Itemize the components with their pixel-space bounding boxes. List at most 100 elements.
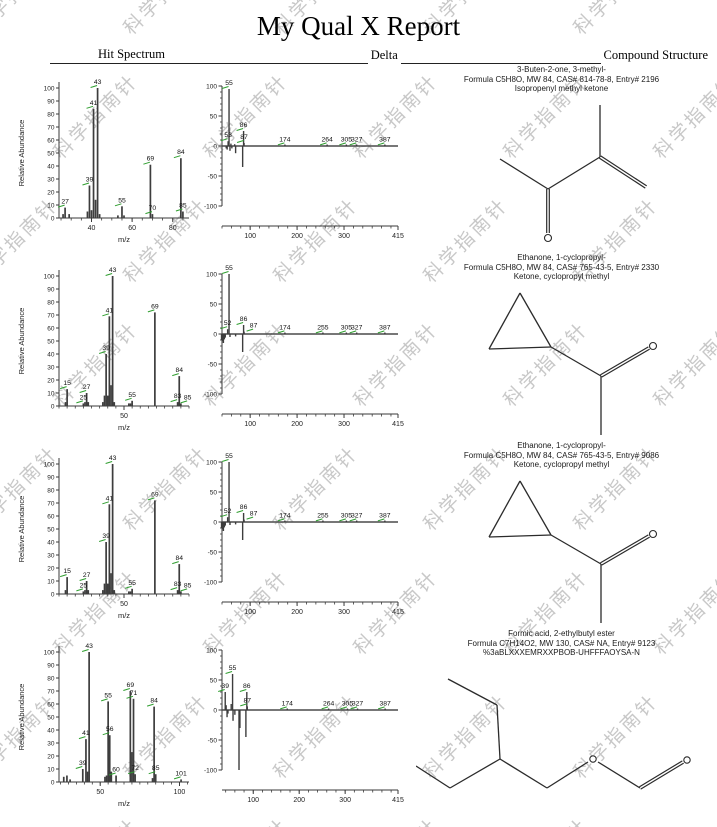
svg-text:70: 70	[47, 500, 55, 507]
peak-label-marker	[277, 142, 285, 146]
compound-synonym: %3aBLXXXEMRXXPBOB-UHFFFAOYSA-N	[483, 648, 640, 657]
cyclopropyl-methyl-ketone-structure	[487, 480, 657, 623]
peak-label: 39	[221, 683, 229, 690]
peak-label-marker	[377, 706, 385, 710]
compound-cell: 3-Buten-2-one, 3-methyl- Formula C5H8O, …	[410, 64, 717, 252]
delta-peaks	[220, 274, 386, 352]
svg-text:0: 0	[213, 707, 217, 714]
svg-text:20: 20	[47, 753, 55, 760]
peak-label: 53	[224, 132, 232, 139]
peak-label-marker	[221, 271, 229, 274]
svg-text:m/z: m/z	[118, 423, 130, 432]
peak-label-marker	[108, 772, 116, 776]
peak-label: 174	[279, 136, 291, 143]
peak-label: 55	[118, 197, 126, 204]
delta-cell: -100 -50 0 50 100 100 200 300 415 52 55 86 87 174 255 3…	[200, 252, 410, 440]
peak-label-marker	[102, 732, 110, 736]
svg-text:90: 90	[47, 286, 55, 293]
peak-label-marker	[98, 351, 106, 354]
svg-text:70: 70	[47, 124, 55, 131]
peak-label: 85	[184, 582, 192, 589]
svg-text:300: 300	[339, 797, 351, 804]
peak-label-marker	[124, 397, 132, 401]
svg-text:30: 30	[47, 740, 55, 747]
svg-text:Relative Abundance: Relative Abundance	[17, 308, 26, 375]
peak-label: 86	[240, 316, 248, 323]
compound-name: Ethanone, 1-cyclopropyl-	[517, 253, 606, 262]
svg-text:80: 80	[169, 225, 177, 232]
peak-label-marker	[59, 574, 67, 578]
peak-label-marker	[239, 689, 247, 692]
delta-cell: -100 -50 0 50 100 100 200 300 415 39 55 86 87 174 264 3…	[200, 628, 410, 816]
svg-text:100: 100	[206, 83, 217, 90]
peak-label-marker	[127, 771, 135, 775]
svg-text:30: 30	[47, 552, 55, 559]
compound-synonym: Ketone, cyclopropyl methyl	[513, 460, 610, 469]
peak-label-marker	[221, 86, 229, 89]
peak-label: 56	[106, 726, 114, 733]
peak-label-marker	[240, 703, 247, 707]
svg-text:50: 50	[210, 301, 218, 308]
svg-text:200: 200	[293, 797, 305, 804]
compound-cell: Formic acid, 2-ethylbutyl ester Formula …	[410, 628, 717, 816]
hit-spectrum-cell: 0 10 20 30 40 50 60 70 80 90 100 Relative Abundance…	[0, 64, 200, 252]
svg-text:-50: -50	[208, 173, 218, 180]
peak-label-marker	[315, 330, 323, 334]
svg-text:0: 0	[51, 779, 55, 786]
peak-label: 39	[79, 760, 87, 767]
compound-name: 3-Buten-2-one, 3-methyl-	[517, 65, 606, 74]
svg-text:300: 300	[338, 609, 350, 616]
peak-label: 86	[243, 683, 251, 690]
svg-text:-100: -100	[204, 391, 217, 398]
result-row: 0 10 20 30 40 50 60 70 80 90 100 Relative Abundance…	[0, 64, 717, 252]
page-title: My Qual X Report	[256, 11, 461, 41]
peak-label: 69	[151, 491, 159, 498]
peak-label: 84	[175, 555, 183, 562]
delta-cell: -100 -50 0 50 100 100 200 300 415 53 55 86 87 174 264 3…	[200, 64, 410, 252]
peak-label: 87	[243, 697, 251, 704]
peak-label-marker	[173, 155, 181, 159]
svg-text:70: 70	[47, 312, 55, 319]
svg-text:m/z: m/z	[118, 235, 130, 244]
svg-text:60: 60	[47, 513, 55, 520]
peak-label: 255	[317, 512, 329, 519]
oxygen-atom	[543, 233, 552, 242]
delta-peaks	[224, 674, 386, 770]
svg-text:Relative Abundance: Relative Abundance	[17, 496, 26, 563]
peak-label-marker	[90, 85, 98, 88]
peak-label-marker	[147, 497, 155, 501]
peak-label-marker	[123, 688, 130, 691]
peak-label: 87	[250, 511, 258, 518]
peak-label-marker	[236, 322, 244, 325]
peak-label: 387	[379, 324, 391, 331]
peak-label-marker	[173, 776, 181, 780]
peak-label-marker	[180, 588, 188, 592]
column-header-compound-structure: Compound Structure	[603, 48, 709, 62]
peak-label: 387	[379, 136, 391, 143]
svg-text:40: 40	[47, 539, 55, 546]
svg-text:0: 0	[51, 591, 55, 598]
result-row: 0 10 20 30 40 50 60 70 80 90 100 Relative Abundance…	[0, 440, 717, 628]
peak-label-marker	[277, 330, 285, 334]
spectrum-peaks	[64, 464, 182, 594]
svg-text:40: 40	[47, 351, 55, 358]
peak-label-marker	[377, 330, 385, 334]
peak-label: 25	[80, 582, 88, 589]
oxygen-atom	[682, 755, 691, 764]
peak-label: 264	[323, 700, 335, 707]
svg-text:100: 100	[44, 85, 55, 92]
peak-label-marker	[246, 516, 254, 520]
result-row: 0 10 20 30 40 50 60 70 80 90 100 Relative Abundance…	[0, 628, 717, 816]
peak-label: 70	[149, 205, 157, 212]
peak-label-marker	[148, 771, 156, 775]
peak-label-marker	[76, 400, 84, 404]
peak-label-marker	[339, 518, 347, 522]
peak-label-marker	[172, 373, 179, 377]
column-header-hit-spectrum: Hit Spectrum	[50, 47, 169, 64]
svg-text:50: 50	[47, 526, 55, 533]
column-headers: Hit Spectrum Delta Compound Structure	[50, 46, 711, 64]
peak-label-marker	[102, 313, 110, 317]
compound-synonym: Isopropenyl methyl ketone	[514, 84, 609, 93]
svg-text:10: 10	[47, 390, 55, 397]
